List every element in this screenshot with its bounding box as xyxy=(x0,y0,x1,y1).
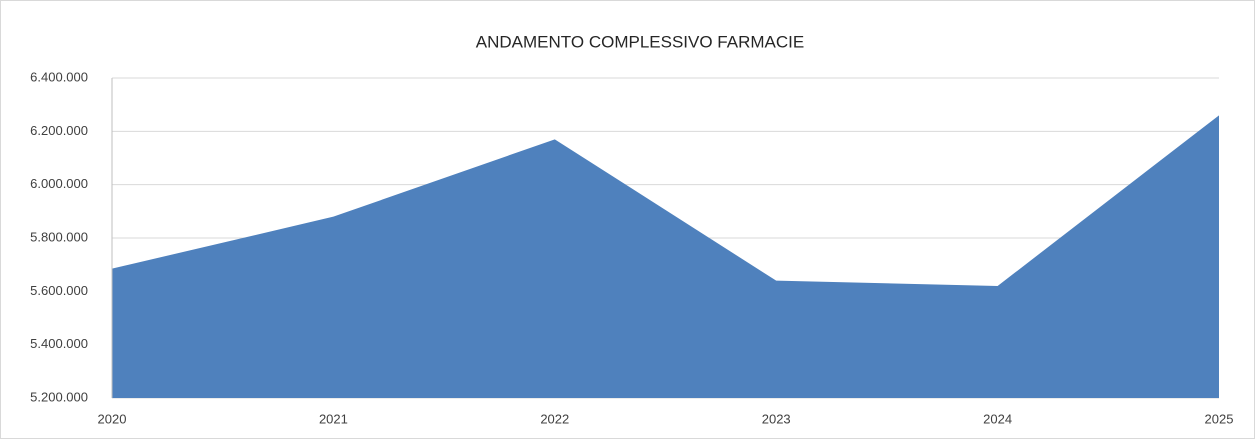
y-tick-label: 6.400.000 xyxy=(30,69,88,84)
y-tick-label: 5.200.000 xyxy=(30,389,88,404)
x-tick-label: 2025 xyxy=(1205,411,1234,426)
x-tick-label: 2021 xyxy=(319,411,348,426)
x-tick-label: 2024 xyxy=(983,411,1012,426)
area xyxy=(112,115,1219,398)
x-tick-label: 2020 xyxy=(98,411,127,426)
y-tick-label: 6.200.000 xyxy=(30,123,88,138)
y-tick-label: 5.600.000 xyxy=(30,283,88,298)
chart-title: ANDAMENTO COMPLESSIVO FARMACIE xyxy=(476,32,804,51)
x-tick-label: 2022 xyxy=(540,411,569,426)
y-tick-label: 5.400.000 xyxy=(30,336,88,351)
y-tick-label: 6.000.000 xyxy=(30,176,88,191)
y-tick-label: 5.800.000 xyxy=(30,229,88,244)
x-tick-label: 2023 xyxy=(762,411,791,426)
